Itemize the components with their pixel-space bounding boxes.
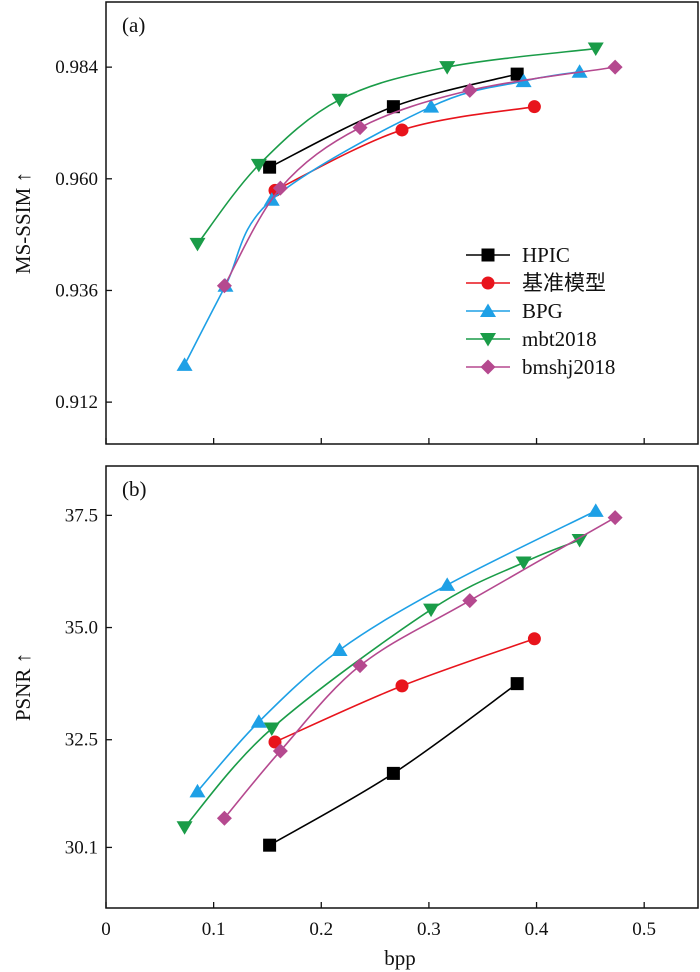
- data-point: [462, 82, 478, 98]
- data-point: [515, 556, 532, 570]
- x-tick-label: 0.1: [202, 919, 226, 940]
- y-axis-label: MS-SSIM ↑: [11, 172, 35, 274]
- chart-panel-ms-ssim: (a) 0.912 0.936 0.960 0.984 MS-SSIM ↑ HPIC 基准模型…: [11, 1, 699, 445]
- data-point: [527, 100, 541, 114]
- x-tick-label: 0: [101, 919, 111, 940]
- x-tick-label: 0.2: [309, 919, 333, 940]
- data-point: [352, 120, 368, 136]
- series-line: [183, 71, 580, 366]
- legend-entry: bmshj2018: [522, 355, 615, 379]
- series-mbt2018: [189, 42, 604, 252]
- data-point: [250, 158, 267, 173]
- data-point: [510, 677, 524, 691]
- y-tick-label: 37.5: [65, 505, 98, 526]
- series-bmshj2018: [216, 59, 623, 294]
- data-point: [571, 64, 588, 78]
- x-axis-label: bpp: [384, 946, 416, 970]
- data-point: [510, 67, 524, 81]
- data-point: [571, 534, 588, 548]
- data-point: [439, 577, 456, 591]
- y-axis-label: PSNR ↑: [11, 653, 35, 721]
- data-point: [587, 503, 604, 517]
- series-line: [196, 510, 597, 792]
- legend-entry: HPIC: [522, 243, 570, 267]
- data-point: [386, 766, 400, 780]
- y-tick-label: 32.5: [65, 730, 98, 751]
- legend-marker: [480, 359, 496, 375]
- series-line: [223, 516, 616, 819]
- data-point: [263, 838, 277, 852]
- series-baseline: [268, 632, 541, 749]
- data-point: [216, 810, 232, 826]
- y-tick-label: 0.912: [55, 392, 98, 413]
- data-point: [250, 714, 267, 728]
- series-line: [269, 682, 518, 846]
- series-bmshj2018: [216, 510, 623, 826]
- series-mbt2018: [176, 534, 588, 835]
- series-bpg: [189, 503, 604, 798]
- y-tick-label: 30.1: [65, 837, 98, 858]
- x-tick-label: 0.3: [417, 919, 441, 940]
- legend-marker: [480, 303, 496, 317]
- panel-label: (b): [122, 477, 147, 501]
- data-point: [263, 160, 277, 174]
- legend: HPIC 基准模型 BPG mbt2018 bmshj2018: [466, 243, 615, 379]
- data-point: [331, 642, 348, 656]
- legend-entry: BPG: [522, 299, 563, 323]
- data-point: [395, 679, 409, 693]
- data-point: [272, 180, 288, 196]
- data-point: [607, 510, 623, 526]
- legend-entry: mbt2018: [522, 327, 597, 351]
- legend-entry: 基准模型: [522, 271, 606, 295]
- plot-frame: [105, 1, 699, 445]
- data-point: [272, 743, 288, 759]
- data-point: [216, 278, 232, 294]
- y-tick-label: 0.960: [55, 169, 98, 190]
- y-tick-label: 35.0: [65, 618, 98, 639]
- data-point: [189, 237, 206, 252]
- data-point: [176, 821, 193, 835]
- series-bpg: [176, 64, 588, 371]
- series-hpic: [263, 677, 524, 852]
- x-tick-label: 0.5: [632, 919, 656, 940]
- data-point: [439, 61, 456, 75]
- data-point: [462, 593, 478, 609]
- x-tick-label: 0.4: [525, 919, 549, 940]
- y-tick-label: 0.984: [55, 57, 98, 78]
- data-point: [423, 603, 440, 618]
- data-point: [527, 632, 541, 646]
- data-point: [189, 783, 206, 798]
- data-point: [607, 59, 623, 75]
- plot-frame: [105, 465, 699, 909]
- data-point: [352, 658, 368, 674]
- series-hpic: [263, 67, 524, 174]
- legend-marker: [481, 276, 495, 290]
- data-point: [268, 735, 282, 749]
- data-point: [423, 99, 440, 113]
- data-point: [587, 42, 604, 57]
- legend-marker: [481, 248, 495, 262]
- data-point: [395, 123, 409, 137]
- data-point: [263, 722, 280, 737]
- legend-marker: [480, 333, 496, 347]
- data-point: [331, 93, 348, 108]
- panel-label: (a): [122, 13, 145, 37]
- chart-panel-psnr: (b) 30.1 32.5 35.0 37.5 0 0.1 0.2 0.3 0.4 0.5 PSNR …: [11, 465, 699, 970]
- series-baseline: [268, 100, 541, 197]
- data-point: [176, 357, 193, 371]
- data-point: [386, 100, 400, 114]
- y-tick-label: 0.936: [55, 280, 98, 301]
